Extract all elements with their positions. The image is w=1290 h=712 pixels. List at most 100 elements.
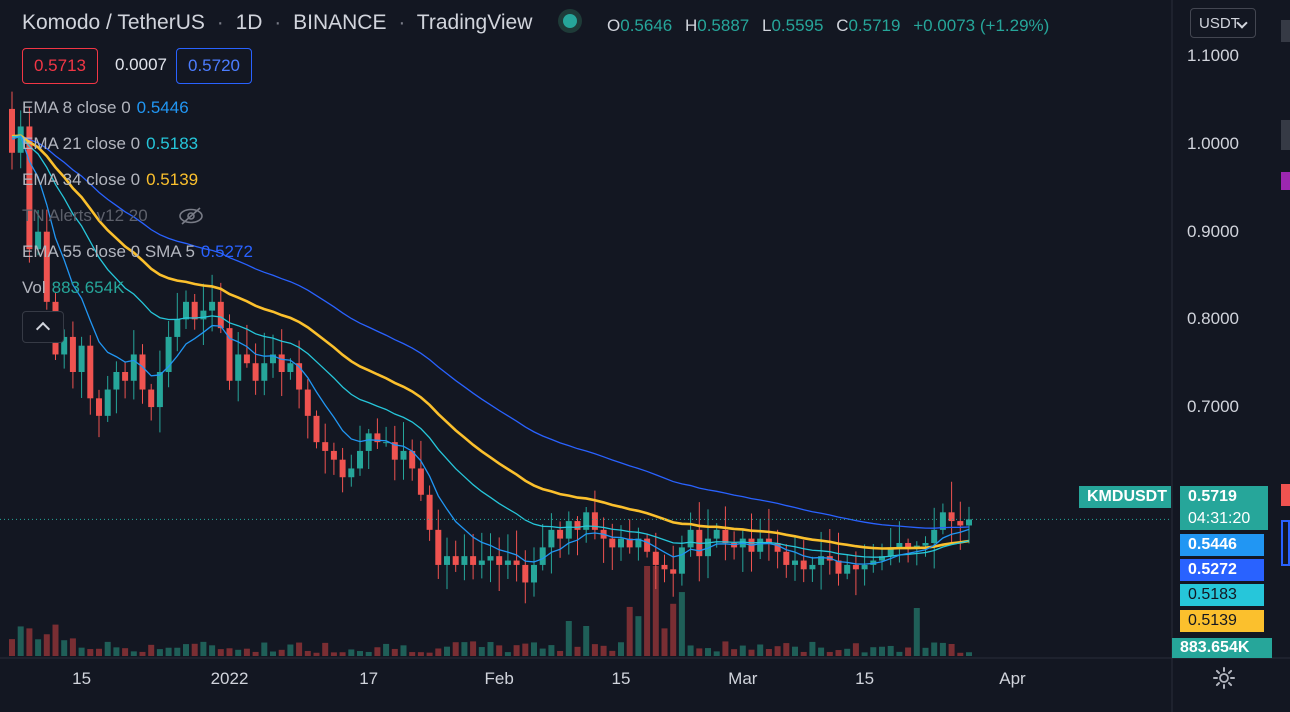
candle-body (765, 538, 772, 543)
volume-bar (487, 642, 494, 656)
candle-body (618, 538, 624, 548)
volume-bar (270, 651, 276, 656)
volume-bar (557, 650, 564, 656)
right-toolbar-strip[interactable] (1281, 120, 1290, 150)
gear-icon[interactable] (1212, 666, 1236, 690)
indicator-value: 0.5446 (136, 98, 189, 117)
volume-bar (713, 651, 720, 656)
ohlc-open-key: O (607, 16, 621, 35)
ohlc-high-value: 0.5887 (697, 16, 750, 35)
volume-bar (626, 606, 633, 656)
volume-bar (818, 647, 825, 656)
candle-body (313, 415, 320, 443)
volume-bar (644, 566, 651, 656)
volume-bar (452, 642, 459, 656)
market-status-icon[interactable] (563, 14, 577, 28)
volume-bar (574, 646, 581, 656)
volume-bar (322, 642, 329, 656)
volume-bar (357, 651, 363, 656)
candle-body (17, 126, 24, 153)
volume-bar (879, 646, 885, 656)
indicator-tn-alerts[interactable]: TN Alerts v12 20 (22, 206, 148, 226)
volume-bar (861, 652, 868, 656)
indicator-ema8[interactable]: EMA 8 close 0 0.5446 (22, 98, 189, 118)
candle-body (426, 494, 433, 530)
interval-label[interactable]: 1D (235, 11, 263, 34)
candle-body (409, 450, 416, 469)
symbol-title[interactable]: Komodo / TetherUS (22, 11, 205, 34)
volume-bar (931, 642, 938, 656)
right-toolbar-marker[interactable] (1281, 520, 1290, 566)
right-toolbar-marker[interactable] (1281, 172, 1290, 190)
candle-body (626, 538, 633, 548)
candle-body (461, 556, 468, 565)
source-label: TradingView (416, 11, 533, 34)
volume-bar (678, 592, 685, 656)
volume-bar (783, 643, 790, 656)
volume-bar (278, 649, 285, 656)
volume-bar (531, 642, 537, 656)
candle-body (487, 556, 494, 561)
volume-bar (156, 649, 163, 656)
volume-bar (400, 645, 407, 656)
candle-body (243, 354, 250, 364)
indicator-volume[interactable]: Vol 883.654K (22, 278, 124, 298)
ema34-line (11, 134, 970, 550)
volume-bars (9, 566, 972, 656)
candle-body (200, 310, 207, 320)
volume-bar (252, 651, 259, 656)
candle-body (966, 519, 972, 526)
candle-body (113, 372, 120, 390)
candle-body (444, 556, 450, 565)
volume-bar (426, 652, 433, 656)
candle-body (304, 389, 311, 416)
volume-bar (383, 643, 390, 656)
right-toolbar-marker[interactable] (1281, 484, 1290, 506)
ema-lines (11, 134, 970, 565)
volume-bar (870, 647, 877, 656)
candle-body (644, 538, 651, 552)
ohlc-open-value: 0.5646 (620, 16, 673, 35)
volume-bar (209, 645, 216, 656)
candle-body (687, 529, 694, 548)
volume-bar (504, 652, 511, 656)
last-price-value: 0.5719 (1188, 488, 1237, 505)
candle-body (939, 512, 946, 530)
right-toolbar-strip[interactable] (1281, 20, 1290, 42)
ohlc-high-key: H (684, 16, 698, 35)
volume-bar (26, 628, 33, 656)
currency-dropdown[interactable]: USDT (1190, 8, 1256, 38)
candle-body (365, 433, 372, 451)
volume-bar (313, 652, 320, 656)
candle-body (383, 442, 390, 444)
volume-bar (165, 647, 172, 656)
sell-button[interactable]: 0.5713 (22, 48, 98, 84)
candle-body (330, 450, 337, 460)
price-axis-tick: 1.0000 (1187, 134, 1239, 153)
candle-body (548, 529, 555, 548)
candle-body (122, 372, 129, 381)
volume-bar (104, 641, 111, 656)
candle-body (800, 560, 807, 570)
buy-button[interactable]: 0.5720 (176, 48, 252, 84)
indicator-ema21[interactable]: EMA 21 close 0 0.5183 (22, 134, 198, 154)
candle-body (130, 354, 137, 381)
volume-tag: 883.654K (1172, 638, 1272, 658)
volume-bar (417, 652, 424, 656)
volume-bar (96, 648, 102, 656)
candle-body (922, 543, 929, 546)
hidden-eye-icon[interactable] (178, 207, 204, 225)
volume-bar (409, 652, 416, 656)
candle-body (287, 363, 294, 372)
collapse-legend-button[interactable] (22, 311, 64, 343)
volume-bar (609, 650, 616, 656)
candle-body (887, 547, 894, 557)
indicator-value: 0.5272 (200, 242, 253, 261)
volume-bar (69, 638, 76, 656)
candle-body (574, 521, 581, 530)
candle-body (539, 547, 546, 565)
volume-bar (835, 650, 842, 656)
indicator-ema55[interactable]: EMA 55 close 0 SMA 5 0.5272 (22, 242, 253, 262)
indicator-ema34[interactable]: EMA 34 close 0 0.5139 (22, 170, 198, 190)
